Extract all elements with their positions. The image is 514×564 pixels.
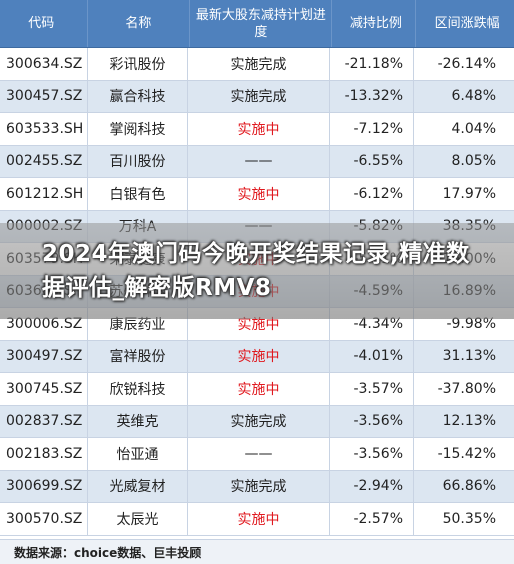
- cell-change: -26.14%: [437, 55, 496, 72]
- cell-name: 康辰药业: [88, 308, 188, 340]
- cell-progress: 实施完成: [188, 80, 330, 112]
- cell-change: 50.35%: [442, 510, 496, 527]
- table-row: 300497.SZ 富祥股份 实施中 -4.01% 31.13%: [0, 340, 514, 373]
- cell-code: 601212.SH: [0, 178, 88, 210]
- cell-progress: 实施中: [188, 113, 330, 145]
- cell-name: 太辰光: [88, 503, 188, 535]
- cell-ratio: -13.32%: [330, 80, 414, 112]
- cell-name: 光威复材: [88, 470, 188, 502]
- cell-ratio: -2.94%: [330, 470, 414, 502]
- table-row: 002455.SZ 百川股份 —— -6.55% 8.05%: [0, 145, 514, 178]
- cell-change: 31.13%: [442, 348, 496, 365]
- table-row: 603533.SH 掌阅科技 实施中 -7.12% 4.04%: [0, 113, 514, 146]
- table-row: 601212.SH 白银有色 实施中 -6.12% 17.97%: [0, 178, 514, 211]
- table-row: 002183.SZ 怡亚通 —— -3.56% -15.42%: [0, 438, 514, 471]
- data-source-note: 数据来源：choice数据、巨丰投顾: [0, 539, 514, 564]
- cell-name: 怡亚通: [88, 438, 188, 470]
- cell-progress: ——: [188, 438, 330, 470]
- cell-ratio: -4.01%: [330, 340, 414, 372]
- cell-code: 300570.SZ: [0, 503, 88, 535]
- cell-ratio: -7.12%: [330, 113, 414, 145]
- table-row: 300457.SZ 赢合科技 实施完成 -13.32% 6.48%: [0, 80, 514, 113]
- header-ratio: 减持比例: [332, 0, 417, 47]
- cell-name: 赢合科技: [88, 80, 188, 112]
- cell-name: 彩讯股份: [88, 48, 188, 80]
- cell-code: 002837.SZ: [0, 405, 88, 437]
- table-row: 300745.SZ 欣锐科技 实施中 -3.57% -37.80%: [0, 373, 514, 406]
- header-code: 代码: [0, 0, 88, 47]
- cell-change: -37.80%: [437, 380, 496, 397]
- title-overlay-banner: 2024年澳门码今晚开奖结果记录,精准数据评估_解密版RMV8: [0, 223, 514, 319]
- cell-name: 英维克: [88, 405, 188, 437]
- cell-progress: 实施中: [188, 178, 330, 210]
- header-change: 区间涨跌幅: [434, 16, 500, 31]
- cell-change: 12.13%: [442, 413, 496, 430]
- cell-ratio: -6.12%: [330, 178, 414, 210]
- cell-progress: ——: [188, 145, 330, 177]
- cell-code: 603533.SH: [0, 113, 88, 145]
- cell-change: 17.97%: [442, 185, 496, 202]
- cell-change: -15.42%: [437, 445, 496, 462]
- cell-progress: 实施完成: [188, 48, 330, 80]
- cell-code: 300699.SZ: [0, 470, 88, 502]
- cell-ratio: -2.57%: [330, 503, 414, 535]
- cell-name: 欣锐科技: [88, 373, 188, 405]
- cell-name: 富祥股份: [88, 340, 188, 372]
- cell-name: 白银有色: [88, 178, 188, 210]
- cell-code: 300497.SZ: [0, 340, 88, 372]
- cell-code: 300457.SZ: [0, 80, 88, 112]
- cell-change: 6.48%: [451, 88, 496, 105]
- cell-ratio: -4.34%: [330, 308, 414, 340]
- cell-ratio: -3.56%: [330, 438, 414, 470]
- header-progress: 最新大股东减持计划进度: [190, 0, 333, 47]
- cell-progress: 实施中: [188, 308, 330, 340]
- cell-ratio: -6.55%: [330, 145, 414, 177]
- cell-name: 百川股份: [88, 145, 188, 177]
- table-row: 002837.SZ 英维克 实施完成 -3.56% 12.13%: [0, 405, 514, 438]
- table-header: 代码 名称 最新大股东减持计划进度 减持比例 区间涨跌幅: [0, 0, 514, 48]
- cell-code: 002183.SZ: [0, 438, 88, 470]
- cell-change: 4.04%: [451, 120, 496, 137]
- table-row: 300699.SZ 光威复材 实施完成 -2.94% 66.86%: [0, 470, 514, 503]
- cell-ratio: -3.57%: [330, 373, 414, 405]
- cell-change: 8.05%: [451, 153, 496, 170]
- cell-code: 300006.SZ: [0, 308, 88, 340]
- cell-ratio: -21.18%: [330, 48, 414, 80]
- cell-code: 300634.SZ: [0, 48, 88, 80]
- cell-ratio: -3.56%: [330, 405, 414, 437]
- header-name: 名称: [88, 0, 191, 47]
- overlay-title: 2024年澳门码今晚开奖结果记录,精准数据评估_解密版RMV8: [42, 241, 470, 301]
- cell-name: 掌阅科技: [88, 113, 188, 145]
- cell-progress: 实施中: [188, 373, 330, 405]
- cell-code: 002455.SZ: [0, 145, 88, 177]
- cell-change: -9.98%: [446, 315, 496, 332]
- table-row: 300570.SZ 太辰光 实施中 -2.57% 50.35%: [0, 503, 514, 536]
- cell-progress: 实施完成: [188, 405, 330, 437]
- table-row: 300634.SZ 彩讯股份 实施完成 -21.18% -26.14%: [0, 48, 514, 81]
- cell-progress: 实施中: [188, 340, 330, 372]
- cell-change: 66.86%: [442, 478, 496, 495]
- cell-progress: 实施完成: [188, 470, 330, 502]
- cell-progress: 实施中: [188, 503, 330, 535]
- cell-code: 300745.SZ: [0, 373, 88, 405]
